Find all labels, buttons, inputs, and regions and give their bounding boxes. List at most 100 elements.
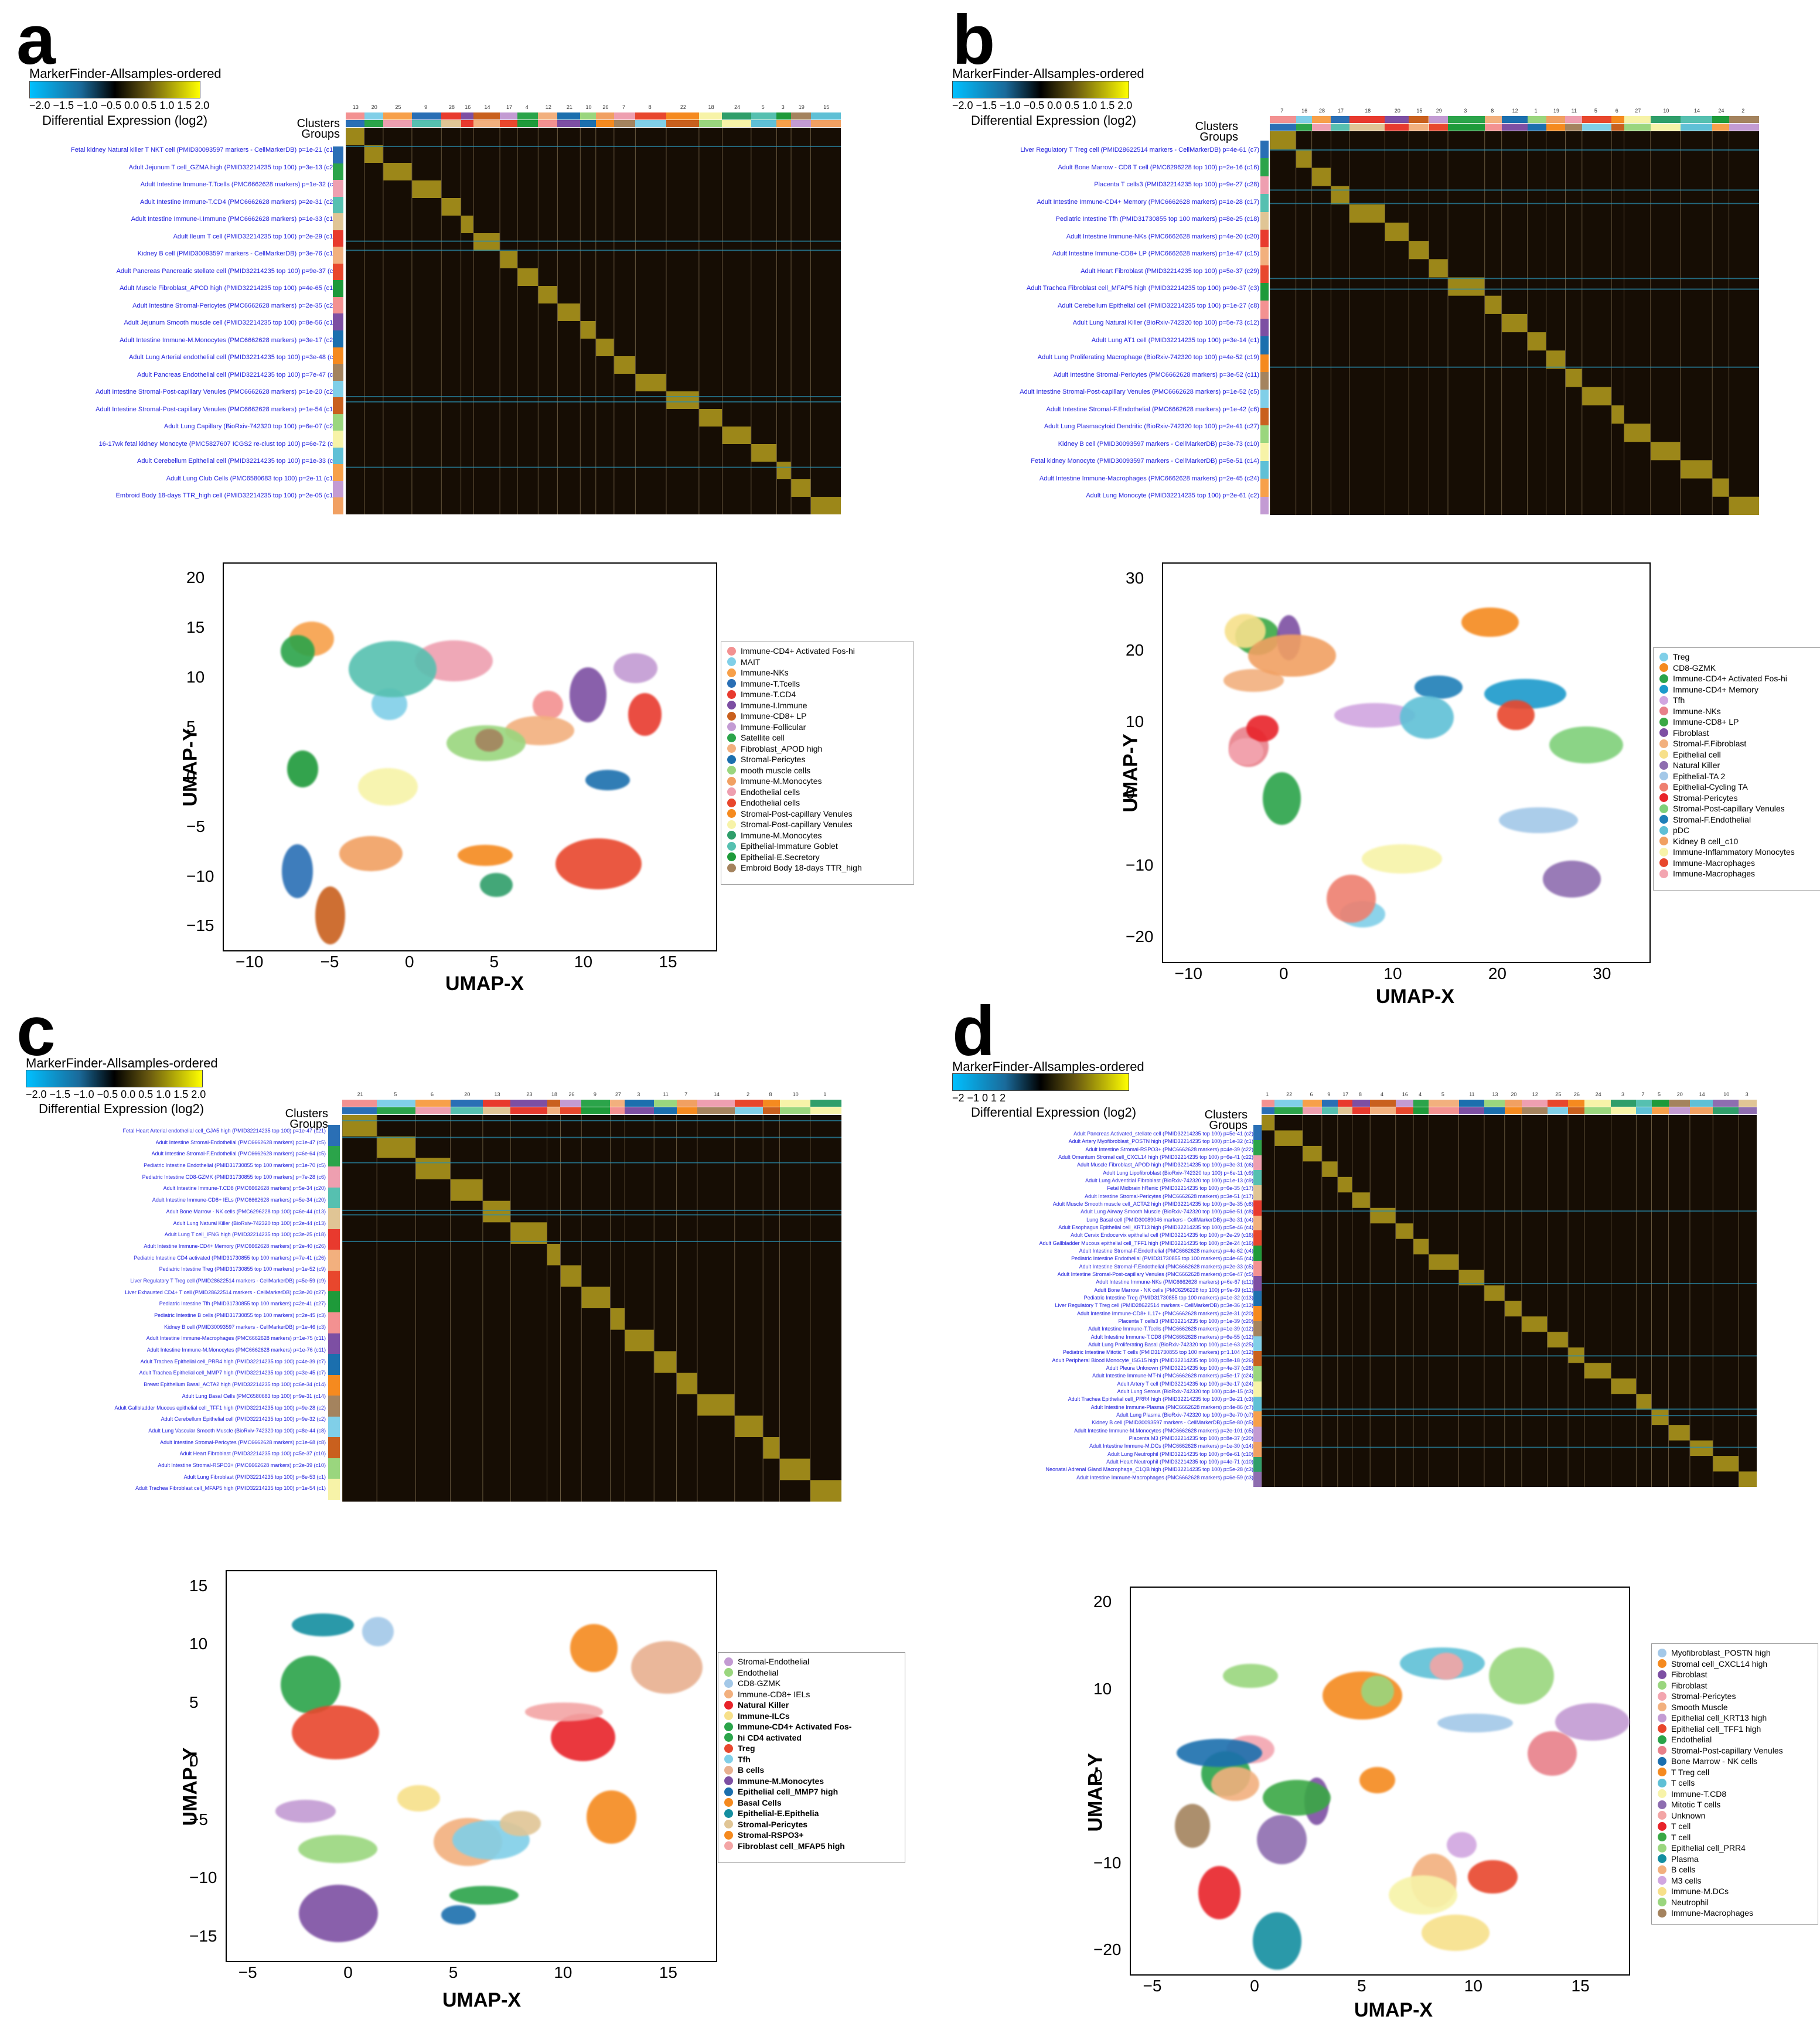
group-strip-segment	[328, 1312, 340, 1333]
panel-letter: b	[952, 1, 996, 79]
expression-block	[500, 251, 518, 268]
cluster-number: 5	[1658, 1091, 1661, 1097]
left-group-strip	[333, 146, 343, 514]
cluster-number: 18	[551, 1091, 558, 1097]
legend-label: T cell	[1671, 1832, 1691, 1842]
legend-item: Treg	[1659, 651, 1816, 663]
cell-cluster	[1467, 1860, 1518, 1894]
heatmap-row-label: Fetal kidney Natural killer T NKT cell (…	[71, 146, 339, 153]
cluster-number: 1	[1266, 1091, 1269, 1097]
group-strip-segment	[328, 1479, 340, 1500]
group-strip-segment	[328, 1208, 340, 1229]
x-tick-label: 5	[489, 953, 499, 971]
legend-swatch	[1658, 1691, 1666, 1701]
legend-item: Immune-T.CD4	[727, 689, 908, 700]
legend-item: Epithelial-E.Secretory	[727, 852, 908, 863]
expression-block	[1385, 222, 1409, 241]
expression-block	[510, 1222, 547, 1244]
group-strip-segment	[1260, 247, 1269, 265]
heatmap-row-label: Pediatric Intestine Treg (PMID31730855 t…	[1083, 1295, 1253, 1301]
expression-block	[697, 1394, 735, 1416]
legend-label: Immune-CD8+ LP	[1673, 717, 1739, 727]
heatmap-row-label: Adult Lung Proliferating Basal (BioRxiv-…	[1088, 1342, 1253, 1347]
cluster-number: 3	[1745, 1091, 1749, 1097]
legend-swatch	[1658, 1703, 1666, 1712]
heatmap-row-label: Pediatric Intestine CD8-GZMK (PMID317308…	[142, 1173, 326, 1180]
legend-item: Immune-NKs	[1659, 706, 1816, 717]
legend-item: Stromal-Pericytes	[1659, 793, 1816, 804]
legend-item: T cell	[1658, 1832, 1812, 1843]
cluster-number: 8	[1491, 108, 1494, 114]
colorbar-ticks: −2 −1 0 1 2	[952, 1092, 1006, 1104]
cluster-cell	[698, 112, 722, 120]
group-cell	[1296, 124, 1312, 131]
legend-label: Treg	[1673, 652, 1690, 662]
heatmap-row-label: 16-17wk fetal kidney Monocyte (PMC582760…	[98, 440, 339, 448]
legend-item: Stromal-Post-capillary Venules	[727, 808, 908, 820]
y-tick-label: 5	[186, 717, 196, 736]
x-tick-label: 30	[1593, 964, 1611, 982]
heatmap-row-label: Adult Pancreas Pancreatic stellate cell …	[116, 267, 339, 275]
cell-cluster	[1174, 1804, 1211, 1848]
group-cell	[510, 1107, 547, 1114]
expression-block	[1337, 1176, 1352, 1193]
expression-block	[1650, 442, 1681, 460]
heatmap-row-label: Adult Cerebellum Epithelial cell (PMID32…	[1058, 302, 1259, 309]
group-strip-segment	[328, 1354, 340, 1375]
expression-block	[1584, 1363, 1611, 1379]
group-strip-segment	[1260, 211, 1269, 230]
legend-swatch	[1658, 1821, 1666, 1831]
heatmap-row-label: Adult Bone Marrow - CD8 T cell (PMC62962…	[1058, 163, 1259, 171]
group-cell	[698, 120, 722, 127]
legend-label: Fibroblast_APOD high	[741, 743, 823, 753]
heatmap-row-label: Adult Artery T cell (PMID32214235 top 10…	[1117, 1380, 1253, 1387]
cluster-cell	[1370, 1100, 1396, 1107]
cluster-cell	[1413, 1100, 1429, 1107]
expression-block	[450, 1179, 483, 1201]
heatmap-row-label: Adult Intestine Immune-CD8+ IELs (PMC666…	[152, 1197, 326, 1203]
legend-swatch	[1659, 674, 1668, 683]
heatmap-row-label: Adult Ileum T cell (PMID32214235 top 100…	[173, 233, 339, 240]
cluster-number: 2	[746, 1091, 749, 1097]
groups-label: Groups	[301, 128, 340, 141]
cluster-number: 26	[568, 1091, 575, 1097]
cluster-number: 24	[734, 104, 741, 110]
y-tick-label: −15	[186, 916, 214, 935]
cluster-cell	[1611, 1100, 1637, 1107]
legend-label: Endothelial	[738, 1667, 779, 1677]
expression-block	[1458, 1270, 1484, 1286]
legend-swatch	[1659, 739, 1668, 748]
legend-swatch	[1659, 804, 1668, 813]
cluster-number: 24	[1718, 108, 1724, 114]
legend-item: Tfh	[724, 1754, 899, 1765]
legend-swatch	[1658, 1746, 1666, 1755]
heatmap-row-label: Adult Intestine Immune-M.Monocytes (PMC6…	[1074, 1427, 1253, 1434]
cell-cluster	[1228, 738, 1263, 766]
heatmap-row-label: Adult Intestine Stromal-RSPO3+ (PMC66626…	[1085, 1146, 1253, 1152]
cluster-number: 8	[1358, 1091, 1362, 1097]
cluster-cell	[734, 1100, 764, 1107]
legend-item: Stromal-F.Fibroblast	[1659, 738, 1816, 749]
legend-label: M3 cells	[1671, 1875, 1702, 1885]
group-strip-segment	[333, 414, 343, 431]
group-cell	[1611, 1107, 1637, 1114]
expression-block	[1568, 1347, 1584, 1363]
legend-label: Epithelial cell_MMP7 high	[738, 1787, 839, 1797]
cluster-cell	[1331, 116, 1349, 123]
cluster-number: 26	[1573, 1091, 1580, 1097]
legend-swatch	[724, 1668, 733, 1677]
legend-item: Natural Killer	[724, 1700, 899, 1711]
legend-label: Stromal-RSPO3+	[738, 1830, 804, 1840]
expression-block	[1370, 1207, 1396, 1224]
heatmap-row-label: Adult Muscle Smooth muscle cell_ACTA2 hi…	[1052, 1201, 1253, 1207]
cluster-cell	[1311, 116, 1331, 123]
legend-label: Immune-Macrophages	[1671, 1908, 1754, 1918]
heatmap-row-label: Pediatric Intestine B cells (PMID3173085…	[154, 1312, 326, 1318]
group-cell	[450, 1107, 483, 1114]
cluster-number: 27	[1635, 108, 1641, 114]
legend-label: Myofibroblast_POSTN high	[1671, 1648, 1771, 1658]
groups-label: Groups	[1209, 1119, 1248, 1132]
panel-letter: a	[16, 1, 56, 79]
legend-item: Stromal-Endothelial	[724, 1656, 899, 1667]
legend-swatch	[1659, 652, 1668, 661]
